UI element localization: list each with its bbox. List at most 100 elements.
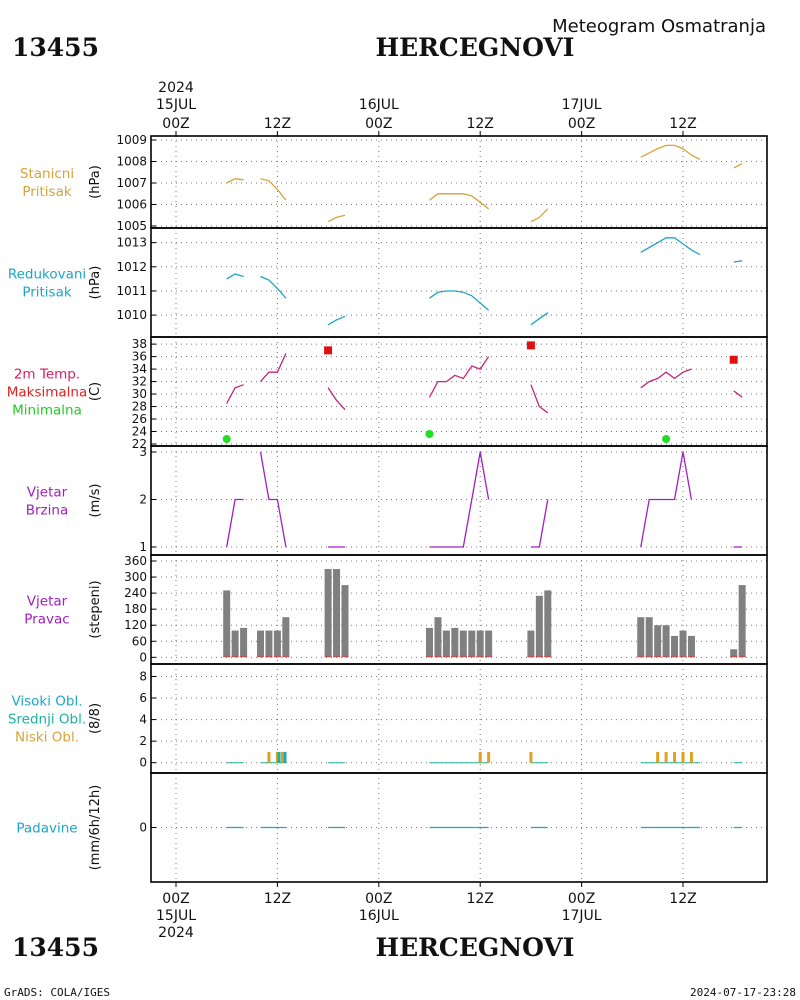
wind-direction-bar (535, 595, 543, 658)
cloud-bar (529, 751, 533, 763)
y-tick-label: 1005 (116, 219, 147, 233)
y-tick-label: 1006 (116, 198, 147, 212)
wind-direction-bar (654, 625, 662, 658)
series-line (530, 499, 549, 548)
wind-direction-bar (687, 635, 695, 658)
y-tick-label: 180 (124, 602, 147, 616)
series-line (226, 384, 244, 404)
panel-title: Srednji Obl. (8, 712, 86, 728)
hour-label: 12Z (466, 891, 493, 907)
y-tick-label: 3 (139, 445, 147, 459)
cloud-bar (478, 751, 482, 763)
chart-panels: 10051006100710081009(hPa)StanicniPritisa… (7, 133, 768, 883)
date-label: 16JUL (359, 908, 399, 924)
cloud-bar (487, 751, 491, 763)
panel-title: Pritisak (22, 285, 72, 301)
hour-label: 00Z (568, 116, 595, 132)
y-tick-label: 1007 (116, 176, 147, 190)
y-tick-label: 120 (124, 618, 147, 632)
station-name-top: HERCEGNOVI (375, 33, 574, 62)
wind-direction-bar (442, 630, 450, 658)
wind-direction-bar (459, 630, 467, 658)
y-tick-label: 6 (139, 691, 147, 705)
y-tick-label: 4 (139, 713, 147, 727)
hour-label: 00Z (365, 116, 392, 132)
wind-direction-bar (476, 630, 484, 658)
series-line (733, 163, 743, 169)
date-label: 15JUL (156, 97, 196, 113)
panel-title: Minimalna (12, 403, 82, 419)
wind-direction-bar (333, 569, 341, 658)
cloud-bar (277, 751, 281, 763)
cloud-bar (280, 751, 284, 763)
wind-direction-bar (527, 630, 535, 658)
panel-title: Visoki Obl. (11, 694, 82, 710)
series-line (260, 178, 287, 201)
wind-direction-bar (671, 635, 679, 658)
series-line (733, 260, 743, 263)
series-line (530, 384, 549, 414)
y-tick-label: 8 (139, 669, 147, 683)
wind-direction-bar (273, 630, 281, 658)
y-tick-label: 240 (124, 586, 147, 600)
panel-title: Maksimalna (7, 385, 88, 401)
wind-direction-bar (265, 630, 273, 658)
max-temp-marker (729, 355, 738, 364)
panel-title: Vjetar (27, 485, 68, 501)
wind-direction-bar (738, 585, 746, 658)
series-line (429, 290, 490, 311)
wind-direction-bar (645, 617, 653, 658)
series-line (733, 390, 743, 398)
year-label: 2024 (158, 80, 194, 96)
series-line (259, 451, 287, 548)
y-tick-label: 30 (132, 387, 147, 401)
wind-direction-bar (341, 585, 349, 658)
wind-direction-bar (282, 617, 290, 658)
panel-title: Niski Obl. (15, 730, 79, 746)
wind-direction-bar (544, 590, 552, 658)
hour-label: 00Z (162, 116, 189, 132)
hour-label: 12Z (669, 116, 696, 132)
cloud-bar (275, 751, 279, 763)
y-tick-label: 22 (132, 437, 147, 451)
cloud-bar (664, 751, 668, 763)
y-tick-label: 2 (139, 734, 147, 748)
series-line (640, 237, 701, 256)
station-id-top: 13455 (12, 33, 99, 62)
wind-direction-bar (223, 590, 231, 658)
hour-label: 00Z (568, 891, 595, 907)
hour-label: 12Z (264, 116, 291, 132)
wind-direction-bar (485, 630, 493, 658)
panel-title: Padavine (16, 821, 77, 837)
y-tick-label: 1 (139, 540, 147, 554)
y-tick-label: 300 (124, 570, 147, 584)
wind-direction-bar (240, 627, 248, 658)
y-tick-label: 0 (139, 821, 147, 835)
cloud-bar (673, 751, 677, 763)
y-tick-label: 2 (139, 493, 147, 507)
wind-direction-bar (679, 630, 687, 658)
y-tick-label: 1011 (116, 284, 147, 298)
y-tick-label: 38 (132, 337, 147, 351)
hour-label: 12Z (264, 891, 291, 907)
y-tick-label: 360 (124, 554, 147, 568)
y-tick-label: 34 (132, 362, 147, 376)
y-axis-label: (hPa) (88, 266, 103, 300)
y-tick-label: 0 (139, 650, 147, 664)
y-axis-label: (hPa) (88, 165, 103, 199)
cloud-bar (283, 751, 287, 763)
date-label: 17JUL (562, 908, 602, 924)
max-temp-marker (526, 341, 535, 350)
panel-frame (150, 772, 768, 883)
cloud-bar (681, 751, 685, 763)
station-name-bottom: HERCEGNOVI (375, 933, 574, 962)
panel-title: Stanicni (20, 166, 74, 182)
y-axis-label: (mm/6h/12h) (88, 785, 103, 871)
wind-direction-bar (231, 630, 239, 658)
y-tick-label: 36 (132, 350, 147, 364)
y-tick-label: 28 (132, 400, 147, 414)
wind-direction-bar (426, 627, 433, 658)
date-label: 16JUL (359, 97, 399, 113)
panel-title: 2m Temp. (14, 367, 80, 383)
